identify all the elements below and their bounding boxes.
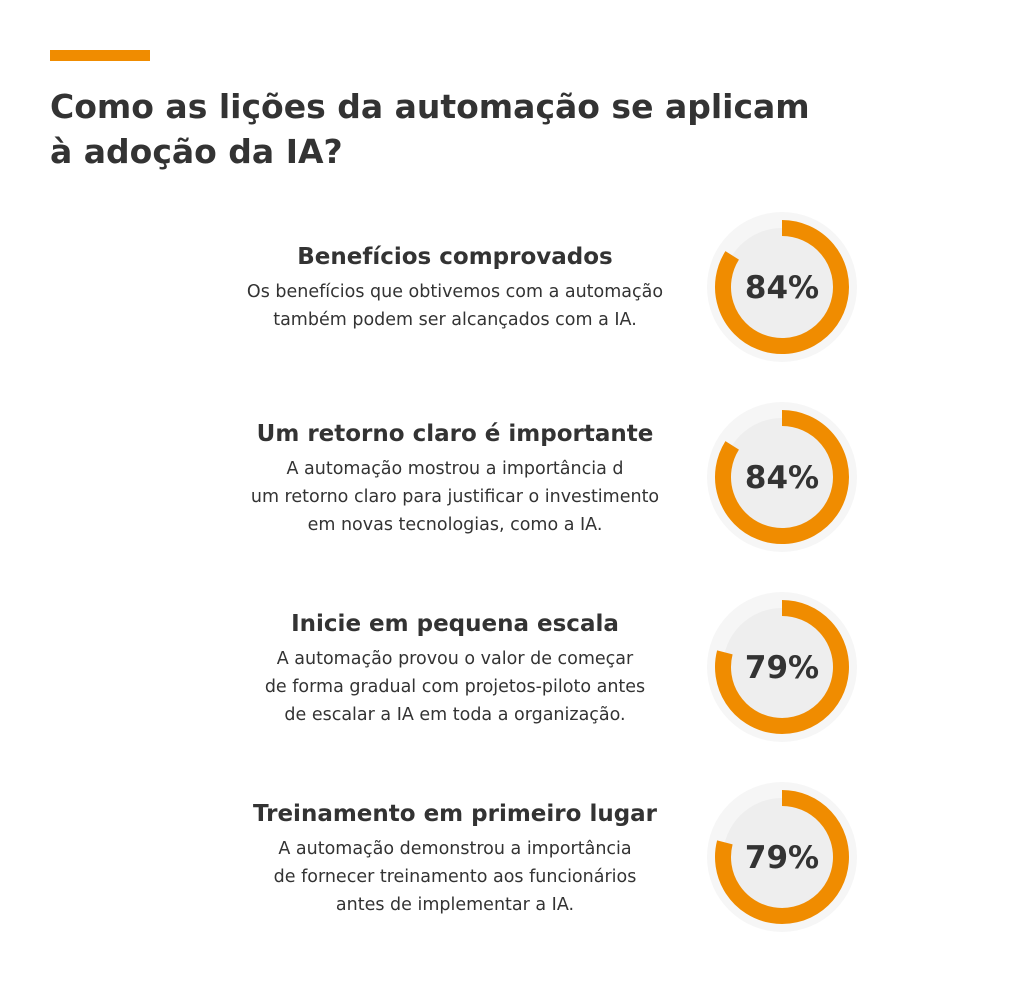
stat-item-retorno: Um retorno claro é importante A automaçã… xyxy=(0,402,1024,562)
donut-value-arc xyxy=(715,790,849,924)
donut-value-label: 79% xyxy=(745,650,819,686)
donut-value-arc xyxy=(715,410,849,544)
donut-value-label: 79% xyxy=(745,840,819,876)
donut-svg: 79% xyxy=(707,782,857,932)
stat-heading: Benefícios comprovados xyxy=(297,244,613,270)
stat-body-line: A automação mostrou a importância d xyxy=(286,459,624,479)
page-title: Como as lições da automação se aplicam à… xyxy=(50,84,870,174)
stat-body: A automação provou o valor de começar de… xyxy=(150,645,760,729)
stat-body-line: antes de implementar a IA. xyxy=(335,895,575,915)
donut-track xyxy=(723,608,841,726)
donut-value-label: 84% xyxy=(745,270,819,306)
stat-body-line: de fornecer treinamento aos funcionários xyxy=(273,867,637,887)
donut-value-arc xyxy=(715,600,849,734)
donut-svg: 79% xyxy=(707,592,857,742)
stat-item-treinamento: Treinamento em primeiro lugar A automaçã… xyxy=(0,782,1024,942)
stat-text: Um retorno claro é importante A automaçã… xyxy=(150,419,760,539)
stat-text: Treinamento em primeiro lugar A automaçã… xyxy=(150,799,760,919)
donut-svg: 84% xyxy=(707,212,857,362)
stat-body-line: A automação demonstrou a importância xyxy=(278,839,632,859)
stat-heading: Inicie em pequena escala xyxy=(291,611,619,637)
donut-chart: 79% xyxy=(707,592,857,742)
stat-text: Inicie em pequena escala A automação pro… xyxy=(150,609,760,729)
stat-body-line: também podem ser alcançados com a IA. xyxy=(273,310,637,330)
page-title-line-2: à adoção da IA? xyxy=(50,132,343,171)
donut-svg: 84% xyxy=(707,402,857,552)
stat-body: A automação demonstrou a importância de … xyxy=(150,835,760,919)
donut-track xyxy=(723,418,841,536)
accent-bar xyxy=(50,50,150,61)
page-title-line-1: Como as lições da automação se aplicam xyxy=(50,87,810,126)
donut-chart: 84% xyxy=(707,212,857,362)
stat-text: Benefícios comprovados Os benefícios que… xyxy=(150,242,760,334)
stat-body-line: em novas tecnologias, como a IA. xyxy=(307,515,603,535)
stat-heading: Treinamento em primeiro lugar xyxy=(252,801,658,827)
stat-body: Os benefícios que obtivemos com a automa… xyxy=(150,278,760,334)
stat-body-line: um retorno claro para justificar o inves… xyxy=(250,487,660,507)
donut-chart: 84% xyxy=(707,402,857,552)
stat-body-line: Os benefícios que obtivemos com a automa… xyxy=(246,282,664,302)
stat-body: A automação mostrou a importância d um r… xyxy=(150,455,760,539)
donut-track xyxy=(723,228,841,346)
stat-item-pequena-escala: Inicie em pequena escala A automação pro… xyxy=(0,592,1024,752)
stat-body-line: de forma gradual com projetos-piloto ant… xyxy=(264,677,646,697)
stat-body-line: A automação provou o valor de começar xyxy=(276,649,634,669)
stat-heading: Um retorno claro é importante xyxy=(256,421,654,447)
donut-track xyxy=(723,798,841,916)
donut-chart: 79% xyxy=(707,782,857,932)
stat-body-line: de escalar a IA em toda a organização. xyxy=(284,705,626,725)
donut-value-arc xyxy=(715,220,849,354)
donut-value-label: 84% xyxy=(745,460,819,496)
stat-item-beneficios: Benefícios comprovados Os benefícios que… xyxy=(0,212,1024,372)
